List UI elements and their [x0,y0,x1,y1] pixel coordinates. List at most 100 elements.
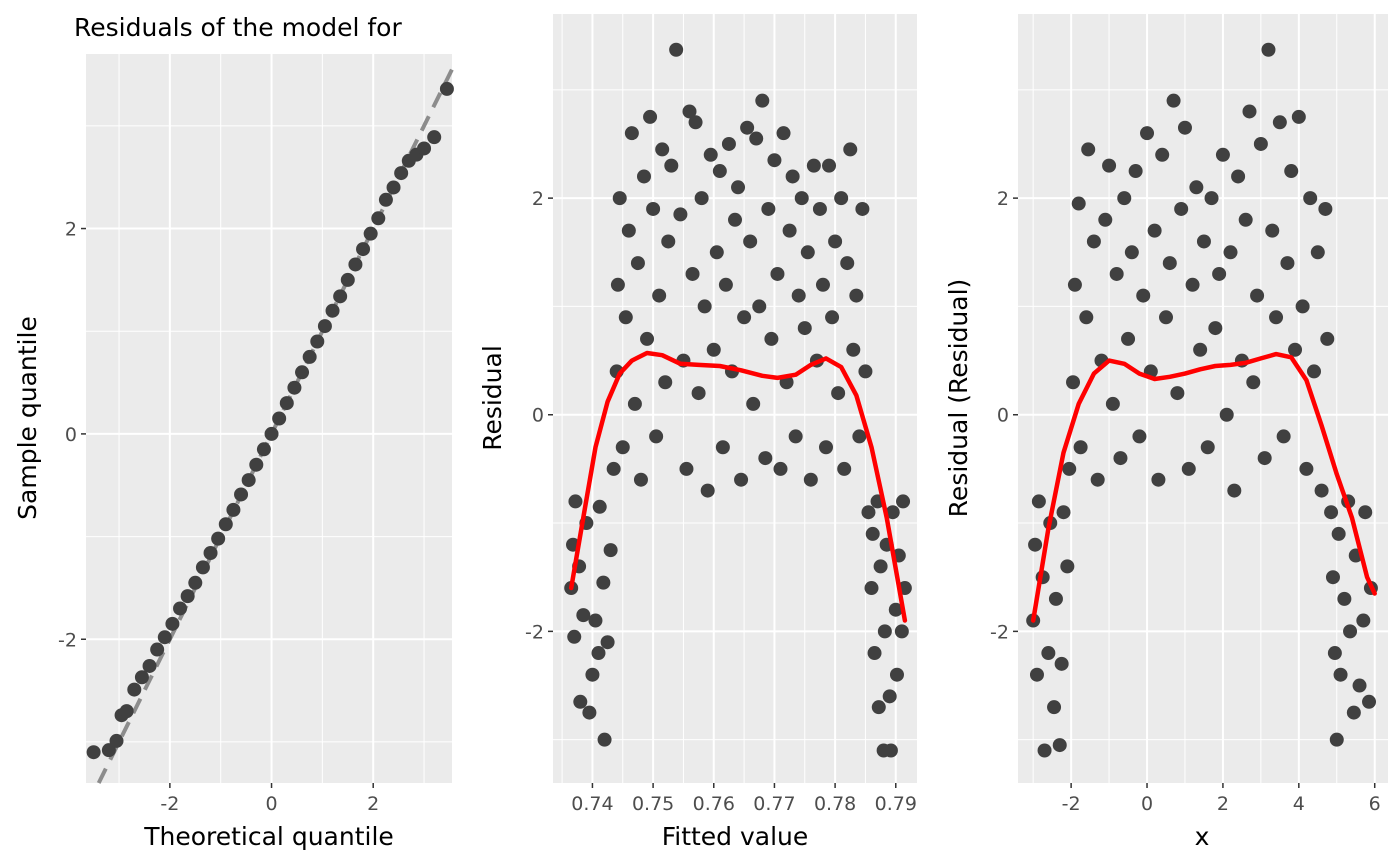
data-point [1098,212,1113,227]
data-point [1310,245,1325,260]
data-point [883,743,898,758]
data-point [1265,223,1280,238]
data-point [649,429,664,444]
data-point [109,733,124,748]
data-point [1071,196,1086,211]
data-point [643,109,658,124]
data-point [142,658,157,673]
data-point [1280,256,1295,271]
data-point [1343,624,1358,639]
data-point [1132,429,1147,444]
data-point [624,126,639,141]
data-point [1223,245,1238,260]
data-point [1303,191,1318,206]
data-point [721,136,736,151]
data-point [1346,705,1361,720]
data-point [310,334,325,349]
data-point [1261,42,1276,57]
data-point [1291,109,1306,124]
data-point [1314,483,1329,498]
data-point [819,440,833,455]
data-point [615,440,630,455]
data-point [831,386,846,401]
data-point [585,667,600,682]
data-point [697,299,712,314]
data-point [1276,429,1291,444]
data-point [427,130,442,145]
data-point [378,192,393,207]
panel-fitted-points [564,42,912,758]
data-point [1358,505,1373,520]
data-point [576,608,591,623]
data-point [761,201,776,216]
panel-fitted: 0.74 0.75 0.76 0.77 0.78 0.79 -2 0 2 Fitted val… [478,14,917,851]
x-tick-label: 2 [1217,793,1229,815]
data-point [188,575,203,590]
data-point [591,646,606,661]
data-point [1140,126,1155,141]
data-point [782,223,797,238]
data-point [150,642,165,657]
data-point [287,380,302,395]
data-point [1062,461,1077,476]
data-point [894,624,909,639]
data-point [1352,678,1367,693]
data-point [1086,234,1101,249]
panel-fitted-grid [553,14,917,783]
data-point [861,505,876,520]
data-point [1331,526,1346,541]
data-point [752,299,767,314]
data-point [173,601,188,616]
data-point [1325,570,1340,585]
data-point [885,505,900,520]
data-point [1212,266,1227,281]
data-point [770,266,785,281]
data-point [691,386,706,401]
data-point [1054,656,1069,671]
data-point [840,256,855,271]
data-point [658,375,673,390]
data-point [791,288,806,303]
data-point [825,310,840,325]
data-point [706,342,721,357]
data-point [203,546,218,561]
x-tick-label: 0.78 [814,793,856,815]
y-tick-label: 2 [997,188,1009,210]
data-point [806,158,821,173]
data-point [1337,591,1352,606]
data-point [1284,164,1299,179]
data-point [1041,646,1056,661]
data-point [1196,234,1211,249]
data-point [858,364,873,379]
data-point [673,207,688,222]
data-point [1174,201,1189,216]
data-point [785,169,800,184]
data-point [1204,191,1219,206]
data-point [812,201,827,216]
data-point [734,472,749,487]
data-point [1136,288,1151,303]
panel-x-y-ticks: -2 0 2 [990,188,1018,643]
x-tick-label: -2 [1062,793,1081,815]
data-point [1324,505,1339,520]
data-point [180,589,195,604]
data-point [1117,191,1132,206]
data-point [794,191,809,206]
panel-x-x-ticks: -2 0 2 4 6 [1062,783,1381,815]
data-point [767,153,782,168]
data-point [317,319,332,334]
x-tick-label: 0.76 [693,793,735,815]
x-tick-label: 0.75 [632,793,674,815]
data-point [728,212,742,227]
x-tick-label: 0.74 [571,793,613,815]
data-point [1056,505,1071,520]
panel-x-smooth-line [1030,351,1377,623]
data-point [834,191,849,206]
x-tick-label: 4 [1293,793,1305,815]
data-point [592,499,607,514]
data-point [603,543,618,558]
data-point [655,142,670,157]
data-point [1288,342,1303,357]
data-point [1215,147,1230,162]
data-point [1320,331,1335,346]
